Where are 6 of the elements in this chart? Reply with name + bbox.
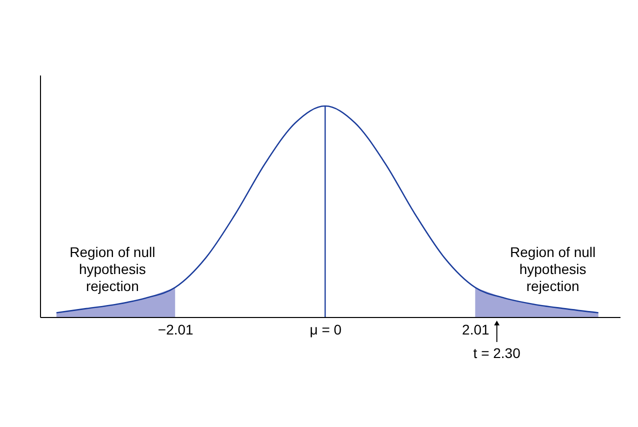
x-tick-label: −2.01: [158, 322, 194, 338]
x-tick-label: μ = 0: [310, 322, 342, 338]
x-tick-label: 2.01: [462, 322, 490, 338]
annotation: Region of null hypothesis rejection: [70, 244, 156, 294]
annotation: t = 2.30: [473, 345, 521, 361]
annotation: Region of null hypothesis rejection: [510, 244, 596, 294]
